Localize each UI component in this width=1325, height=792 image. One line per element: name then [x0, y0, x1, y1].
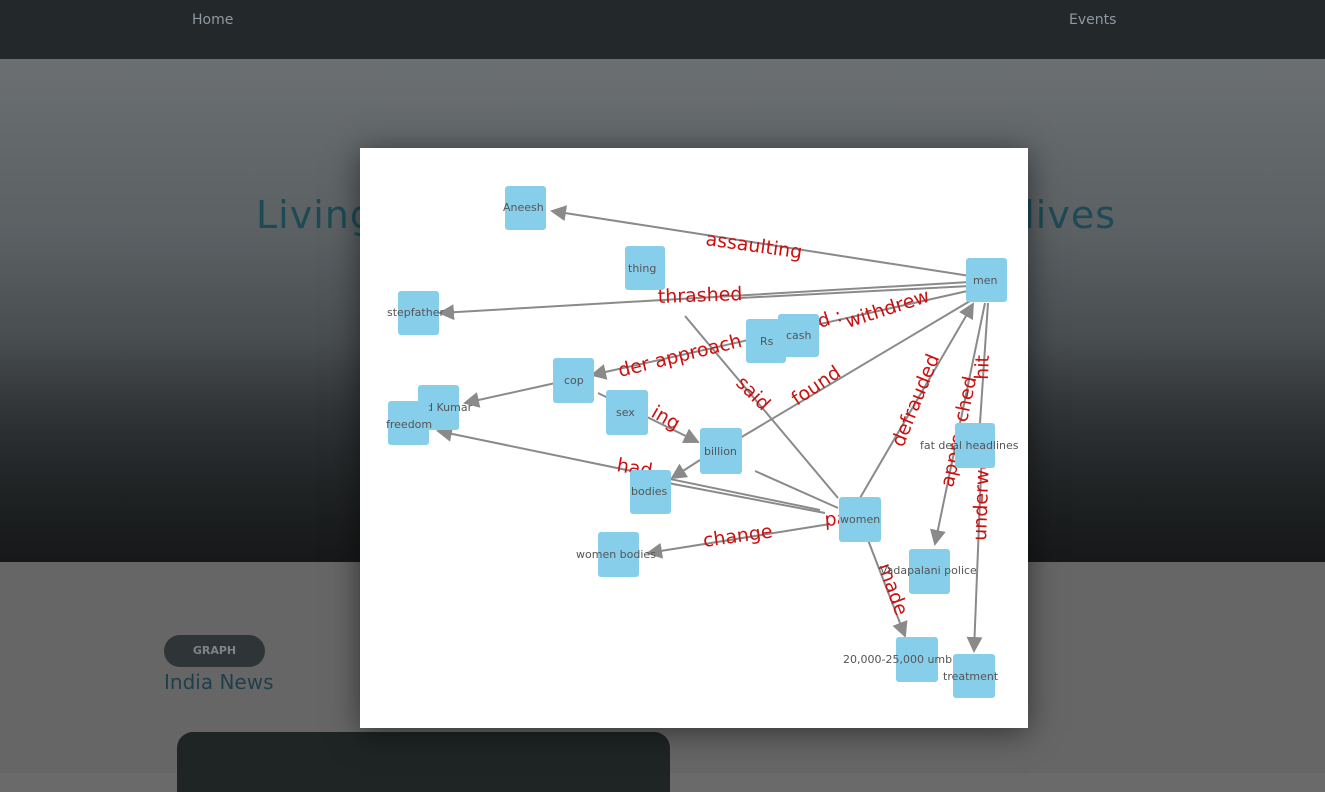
- node-treatment[interactable]: treatment: [943, 654, 999, 698]
- node-aneesh[interactable]: Aneesh: [503, 186, 546, 230]
- top-navbar: Home Events: [0, 0, 1325, 60]
- node-men[interactable]: men: [966, 258, 1007, 302]
- node-label-sex: sex: [616, 406, 635, 419]
- node-women[interactable]: women: [839, 497, 881, 542]
- node-label-bodies: bodies: [631, 485, 668, 498]
- node-police[interactable]: Vadapalani police: [880, 549, 977, 594]
- node-fat-deal[interactable]: fat deal headlines: [920, 423, 1019, 468]
- graph-badge[interactable]: GRAPH: [164, 635, 265, 667]
- node-label-fat: fat deal headlines: [920, 439, 1019, 452]
- edge-label-assaulting: assaulting: [704, 228, 803, 263]
- node-billion[interactable]: billion: [700, 428, 742, 474]
- graph-edges: [436, 205, 989, 653]
- node-label-thing: thing: [628, 262, 656, 275]
- edge-label-hit: hit: [971, 355, 994, 381]
- edge-label-colon: d :: [815, 304, 845, 332]
- node-sex[interactable]: sex: [606, 390, 648, 435]
- node-label-cash: cash: [786, 329, 812, 342]
- node-label-rs: Rs: [760, 335, 774, 348]
- news-card[interactable]: [177, 732, 670, 792]
- edge-label-approach: der approach: [616, 330, 744, 382]
- edge-women-womenbodies: [646, 523, 831, 559]
- node-umbrellas[interactable]: 20,000-25,000 umbrellas: [843, 637, 982, 682]
- node-label-billion: billion: [704, 445, 737, 458]
- node-stepfather[interactable]: stepfather: [387, 291, 444, 335]
- edge-thing-women: [684, 315, 839, 499]
- graph-modal[interactable]: assaulting thrashed withdrew d : der app…: [360, 148, 1028, 728]
- edge-men-aneesh: [550, 205, 971, 277]
- node-label-men: men: [973, 274, 997, 287]
- node-label-police: Vadapalani police: [880, 564, 977, 577]
- hero-title-left: Living: [256, 193, 375, 237]
- node-label-umbrellas: 20,000-25,000 umbrellas: [843, 653, 982, 666]
- edge-women-freedom: [436, 426, 821, 511]
- edge-label-defrauded: defrauded: [887, 351, 944, 450]
- node-label-cop: cop: [564, 374, 584, 387]
- node-cash[interactable]: cash: [778, 314, 819, 357]
- knowledge-graph[interactable]: assaulting thrashed withdrew d : der app…: [360, 148, 1028, 728]
- edge-women-bodies: [667, 482, 826, 514]
- nav-home-link[interactable]: Home: [192, 12, 234, 28]
- edge-cop-vinod: [463, 381, 561, 408]
- node-label-stepfather: stepfather: [387, 306, 444, 319]
- graph-nodes: Aneesh thing stepfather Rs cash men: [386, 186, 1019, 698]
- edge-label-thrashed: thrashed: [657, 283, 742, 308]
- section-title: India News: [164, 670, 274, 694]
- node-label-freedom: freedom: [386, 418, 432, 431]
- node-label-aneesh: Aneesh: [503, 201, 544, 214]
- node-label-treatment: treatment: [943, 670, 999, 683]
- edge-men-stepfather: [438, 281, 971, 321]
- node-cop[interactable]: cop: [553, 358, 594, 403]
- node-thing[interactable]: thing: [625, 246, 665, 290]
- edge-label-found: found: [787, 361, 844, 410]
- hero-title-right: lives: [1024, 193, 1116, 237]
- nav-events-link[interactable]: Events: [1069, 12, 1117, 28]
- node-women-bodies[interactable]: women bodies: [576, 532, 656, 577]
- edge-women-umbrellas: [867, 539, 908, 638]
- edge-men-treatment: [966, 447, 983, 653]
- edge-men-billion: [739, 297, 976, 439]
- node-freedom[interactable]: freedom: [386, 401, 432, 445]
- edge-billion-bodies: [670, 459, 701, 480]
- edge-men-thing: [739, 285, 971, 299]
- node-label-women-bodies: women bodies: [576, 548, 656, 561]
- node-bodies[interactable]: bodies: [630, 470, 671, 514]
- edge-label-change: change: [702, 520, 774, 552]
- hero-title: Living lives: [256, 193, 1116, 237]
- node-label-women: women: [840, 513, 880, 526]
- node-rs[interactable]: Rs: [746, 319, 786, 363]
- edge-men-hit: [979, 302, 989, 424]
- edge-women-men: [859, 302, 975, 499]
- edge-label-ing: ing: [648, 401, 684, 435]
- edge-women-billion: [754, 470, 839, 509]
